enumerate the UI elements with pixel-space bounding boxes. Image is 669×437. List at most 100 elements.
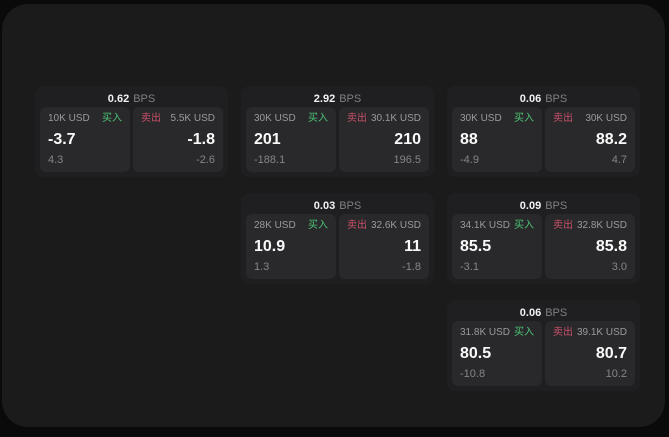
buy-label: 买入 — [102, 113, 122, 124]
buy-delta: -188.1 — [254, 154, 286, 166]
buy-value: 201 — [254, 130, 281, 148]
quote-card: 0.06 BPS 31.8K USD 买入 80.5 -10.8 卖出 39.1… — [447, 300, 640, 391]
buy-panel[interactable]: 34.1K USD 买入 85.5 -3.1 — [452, 214, 542, 279]
tile-top-row: 10K USD 买入 — [48, 114, 122, 124]
tiles-row: 31.8K USD 买入 80.5 -10.8 卖出 39.1K USD 80.… — [452, 321, 635, 386]
sell-label: 卖出 — [553, 113, 573, 124]
buy-amount: 34.1K USD — [460, 220, 511, 231]
buy-amount: 31.8K USD — [460, 327, 511, 338]
buy-delta: 4.3 — [48, 154, 64, 166]
buy-value: 10.9 — [254, 237, 286, 255]
bps-value: 0.06 — [519, 306, 542, 319]
tile-top-row: 28K USD 买入 — [254, 221, 328, 231]
buy-value: 88 — [460, 130, 478, 148]
buy-delta: -4.9 — [460, 154, 479, 166]
tiles-row: 30K USD 买入 201 -188.1 卖出 30.1K USD 210 1… — [246, 107, 429, 172]
sell-amount: 39.1K USD — [576, 327, 627, 338]
tiles-row: 10K USD 买入 -3.7 4.3 卖出 5.5K USD -1.8 -2.… — [40, 107, 223, 172]
bps-unit-label: BPS — [545, 306, 568, 319]
buy-panel[interactable]: 10K USD 买入 -3.7 4.3 — [40, 107, 130, 172]
sell-panel[interactable]: 卖出 32.8K USD 85.8 3.0 — [545, 214, 635, 279]
bps-unit-label: BPS — [545, 199, 568, 212]
sell-delta: 4.7 — [611, 154, 627, 166]
quote-card: 0.62 BPS 10K USD 买入 -3.7 4.3 卖出 5.5K USD — [35, 86, 228, 177]
bps-unit-label: BPS — [133, 92, 156, 105]
sell-value: 11 — [404, 237, 421, 255]
buy-label: 买入 — [308, 113, 328, 124]
card-header: 0.62 BPS — [40, 90, 223, 107]
quote-card: 0.03 BPS 28K USD 买入 10.9 1.3 卖出 32.6K US… — [241, 193, 434, 284]
buy-delta: 1.3 — [254, 261, 270, 273]
sell-amount: 30K USD — [585, 113, 627, 124]
tile-top-row: 34.1K USD 买入 — [460, 221, 534, 231]
sell-value: -1.8 — [187, 130, 215, 148]
sell-value: 85.8 — [595, 237, 627, 255]
buy-label: 买入 — [514, 113, 534, 124]
sell-delta: -2.6 — [196, 154, 215, 166]
tiles-row: 30K USD 买入 88 -4.9 卖出 30K USD 88.2 4.7 — [452, 107, 635, 172]
quote-card: 0.06 BPS 30K USD 买入 88 -4.9 卖出 30K USD — [447, 86, 640, 177]
card-header: 0.06 BPS — [452, 90, 635, 107]
tile-top-row: 卖出 30.1K USD — [347, 114, 421, 124]
buy-label: 买入 — [514, 220, 534, 231]
tile-top-row: 卖出 32.6K USD — [347, 221, 421, 231]
card-header: 0.03 BPS — [246, 197, 429, 214]
card-header: 0.06 BPS — [452, 304, 635, 321]
bps-value: 0.09 — [519, 199, 542, 212]
sell-panel[interactable]: 卖出 39.1K USD 80.7 10.2 — [545, 321, 635, 386]
buy-amount: 30K USD — [254, 113, 296, 124]
sell-amount: 30.1K USD — [370, 113, 421, 124]
buy-value: 85.5 — [460, 237, 492, 255]
sell-label: 卖出 — [347, 113, 367, 124]
bps-unit-label: BPS — [339, 199, 362, 212]
tiles-row: 28K USD 买入 10.9 1.3 卖出 32.6K USD 11 -1.8 — [246, 214, 429, 279]
sell-panel[interactable]: 卖出 5.5K USD -1.8 -2.6 — [133, 107, 223, 172]
tile-top-row: 卖出 5.5K USD — [141, 114, 215, 124]
app-panel: 0.62 BPS 10K USD 买入 -3.7 4.3 卖出 5.5K USD — [2, 4, 665, 427]
sell-panel[interactable]: 卖出 32.6K USD 11 -1.8 — [339, 214, 429, 279]
buy-amount: 28K USD — [254, 220, 296, 231]
sell-value: 80.7 — [595, 344, 627, 362]
sell-panel[interactable]: 卖出 30.1K USD 210 196.5 — [339, 107, 429, 172]
sell-panel[interactable]: 卖出 30K USD 88.2 4.7 — [545, 107, 635, 172]
sell-amount: 32.6K USD — [370, 220, 421, 231]
buy-value: 80.5 — [460, 344, 492, 362]
bps-unit-label: BPS — [339, 92, 362, 105]
buy-delta: -3.1 — [460, 261, 479, 273]
buy-amount: 10K USD — [48, 113, 90, 124]
sell-delta: 3.0 — [611, 261, 627, 273]
bps-unit-label: BPS — [545, 92, 568, 105]
quote-card-grid: 0.62 BPS 10K USD 买入 -3.7 4.3 卖出 5.5K USD — [35, 86, 640, 391]
bps-value: 0.06 — [519, 92, 542, 105]
bps-value: 0.62 — [107, 92, 130, 105]
bps-value: 2.92 — [313, 92, 336, 105]
sell-label: 卖出 — [553, 327, 573, 338]
sell-delta: 10.2 — [605, 368, 627, 380]
tile-top-row: 30K USD 买入 — [254, 114, 328, 124]
quote-card: 0.09 BPS 34.1K USD 买入 85.5 -3.1 卖出 32.8K… — [447, 193, 640, 284]
sell-value: 88.2 — [595, 130, 627, 148]
tile-top-row: 卖出 30K USD — [553, 114, 627, 124]
tiles-row: 34.1K USD 买入 85.5 -3.1 卖出 32.8K USD 85.8… — [452, 214, 635, 279]
buy-label: 买入 — [308, 220, 328, 231]
buy-label: 买入 — [514, 327, 534, 338]
sell-delta: 196.5 — [393, 154, 421, 166]
buy-panel[interactable]: 31.8K USD 买入 80.5 -10.8 — [452, 321, 542, 386]
card-header: 0.09 BPS — [452, 197, 635, 214]
card-header: 2.92 BPS — [246, 90, 429, 107]
buy-amount: 30K USD — [460, 113, 502, 124]
sell-label: 卖出 — [347, 220, 367, 231]
tile-top-row: 31.8K USD 买入 — [460, 328, 534, 338]
buy-value: -3.7 — [48, 130, 76, 148]
buy-panel[interactable]: 30K USD 买入 88 -4.9 — [452, 107, 542, 172]
sell-delta: -1.8 — [402, 261, 421, 273]
buy-panel[interactable]: 28K USD 买入 10.9 1.3 — [246, 214, 336, 279]
quote-card: 2.92 BPS 30K USD 买入 201 -188.1 卖出 30.1K … — [241, 86, 434, 177]
buy-panel[interactable]: 30K USD 买入 201 -188.1 — [246, 107, 336, 172]
tile-top-row: 30K USD 买入 — [460, 114, 534, 124]
tile-top-row: 卖出 32.8K USD — [553, 221, 627, 231]
sell-label: 卖出 — [141, 113, 161, 124]
sell-amount: 5.5K USD — [170, 113, 215, 124]
tile-top-row: 卖出 39.1K USD — [553, 328, 627, 338]
sell-label: 卖出 — [553, 220, 573, 231]
